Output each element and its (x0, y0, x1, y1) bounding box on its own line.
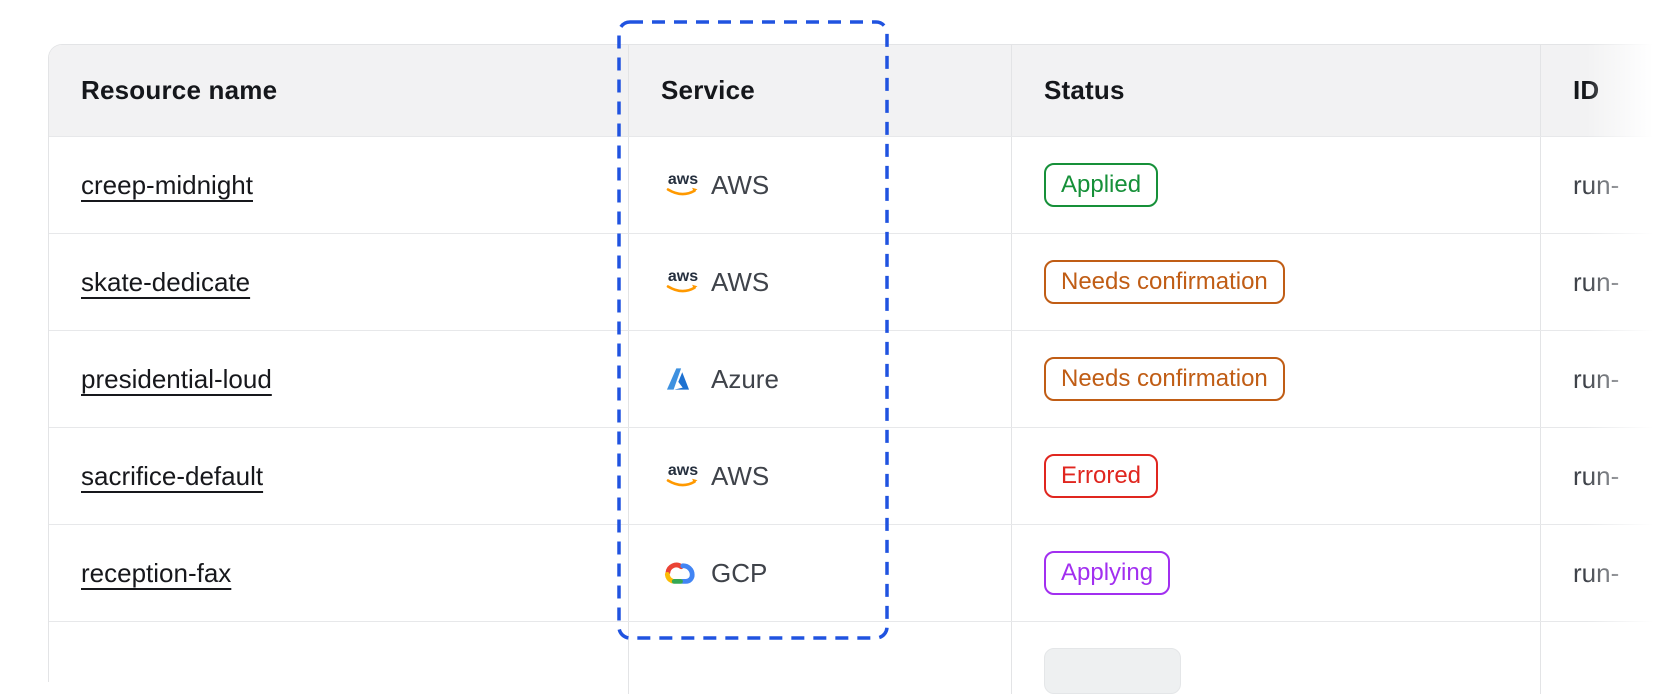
svg-text:aws: aws (668, 171, 698, 188)
table-header-row: Resource name Service Status ID (49, 45, 1672, 136)
status-badge-loading (1044, 648, 1181, 694)
run-id: run- (1573, 557, 1620, 588)
run-id: run- (1573, 266, 1620, 297)
status-cell: Needs confirmation (1012, 331, 1541, 427)
azure-icon (661, 362, 707, 396)
service-label: AWS (711, 169, 770, 200)
svg-text:aws: aws (668, 268, 698, 285)
resource-name-cell: sacrifice-default (49, 428, 629, 524)
service-label: AWS (711, 266, 770, 297)
resource-name-cell: presidential-loud (49, 331, 629, 427)
aws-icon: aws (661, 169, 707, 201)
resource-link[interactable]: reception-fax (81, 557, 232, 588)
id-cell: run- (1541, 234, 1672, 330)
status-cell (1012, 622, 1541, 694)
resource-link[interactable]: sacrifice-default (81, 460, 264, 491)
column-header-resource-name: Resource name (49, 45, 629, 136)
service-cell (629, 622, 1012, 694)
id-cell: run- (1541, 331, 1672, 427)
status-cell: Applying (1012, 525, 1541, 621)
id-cell: run- (1541, 428, 1672, 524)
service-label: Azure (711, 363, 779, 394)
resource-name-cell: skate-dedicate (49, 234, 629, 330)
resource-name-cell: reception-fax (49, 525, 629, 621)
status-cell: Errored (1012, 428, 1541, 524)
column-header-status: Status (1012, 45, 1541, 136)
service-label: AWS (711, 460, 770, 491)
resource-name-cell (49, 622, 629, 694)
resource-link[interactable]: skate-dedicate (81, 266, 251, 297)
id-cell: run- (1541, 137, 1672, 233)
service-cell: Azure (629, 331, 1012, 427)
gcp-icon (661, 558, 707, 588)
run-id: run- (1573, 363, 1620, 394)
service-label: GCP (711, 557, 768, 588)
status-cell: Applied (1012, 137, 1541, 233)
status-badge: Errored (1044, 454, 1159, 498)
resource-link[interactable]: presidential-loud (81, 363, 272, 394)
status-badge: Applied (1044, 163, 1159, 207)
service-cell: aws AWS (629, 137, 1012, 233)
aws-icon: aws (661, 266, 707, 298)
status-cell: Needs confirmation (1012, 234, 1541, 330)
svg-text:aws: aws (668, 462, 698, 479)
table-row: sacrifice-default aws AWS Errored run- (49, 427, 1672, 524)
table-row: presidential-loud Azure Needs confirmati… (49, 330, 1672, 427)
column-header-service: Service (629, 45, 1012, 136)
run-id: run- (1573, 460, 1620, 491)
resource-link[interactable]: creep-midnight (81, 169, 253, 200)
run-id: run- (1573, 169, 1620, 200)
service-cell: GCP (629, 525, 1012, 621)
id-cell (1541, 622, 1672, 694)
resource-name-cell: creep-midnight (49, 137, 629, 233)
column-header-id: ID (1573, 75, 1600, 105)
table-row: reception-fax GCP Applying run- (49, 524, 1672, 621)
table-row: creep-midnight aws AWS Applied run- (49, 136, 1672, 233)
resources-table: Resource name Service Status ID creep-mi… (48, 44, 1672, 694)
status-badge: Needs confirmation (1044, 260, 1285, 304)
service-cell: aws AWS (629, 234, 1012, 330)
status-badge: Applying (1044, 551, 1171, 595)
id-cell: run- (1541, 525, 1672, 621)
table-row: skate-dedicate aws AWS Needs confirmatio… (49, 233, 1672, 330)
service-cell: aws AWS (629, 428, 1012, 524)
aws-icon: aws (661, 460, 707, 492)
status-badge: Needs confirmation (1044, 357, 1285, 401)
